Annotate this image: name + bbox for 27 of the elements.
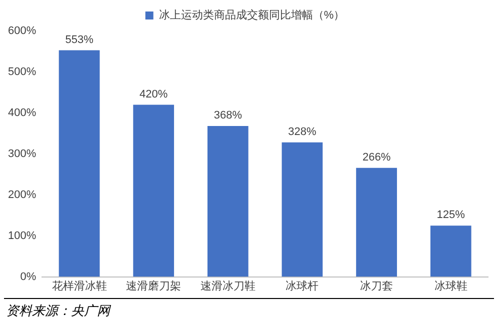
data-label: 368% <box>214 110 242 122</box>
y-tick-label: 500% <box>8 66 36 78</box>
data-label: 553% <box>65 34 94 46</box>
text: 资料来源：央广网 <box>5 303 112 321</box>
bar <box>282 142 323 277</box>
x-tick-label: 花样滑冰鞋 <box>52 279 107 292</box>
data-label: 125% <box>436 209 466 222</box>
bar <box>207 126 248 277</box>
y-tick-label: 200% <box>8 188 36 201</box>
bar <box>133 104 174 277</box>
y-tick-label: 300% <box>8 148 36 160</box>
data-label: 266% <box>362 151 391 164</box>
y-tick-label: 0% <box>20 270 36 283</box>
y-tick-label: 600% <box>8 25 36 38</box>
bar <box>430 226 472 277</box>
data-label: 420% <box>140 88 168 100</box>
x-tick-label: 冰刀套 <box>360 279 394 292</box>
legend-label: 冰上运动类商品成交额同比增幅（%） <box>158 8 345 22</box>
y-tick-label: 100% <box>8 230 36 242</box>
x-tick-label: 速滑冰刀鞋 <box>200 279 256 292</box>
y-tick-label: 400% <box>8 106 36 119</box>
x-tick-label: 速滑磨刀架 <box>126 279 182 292</box>
x-tick-label: 冰球鞋 <box>434 279 468 292</box>
data-label: 328% <box>288 126 317 138</box>
x-tick-label: 冰球杆 <box>286 279 319 292</box>
bar <box>356 168 397 277</box>
bar <box>58 50 100 277</box>
